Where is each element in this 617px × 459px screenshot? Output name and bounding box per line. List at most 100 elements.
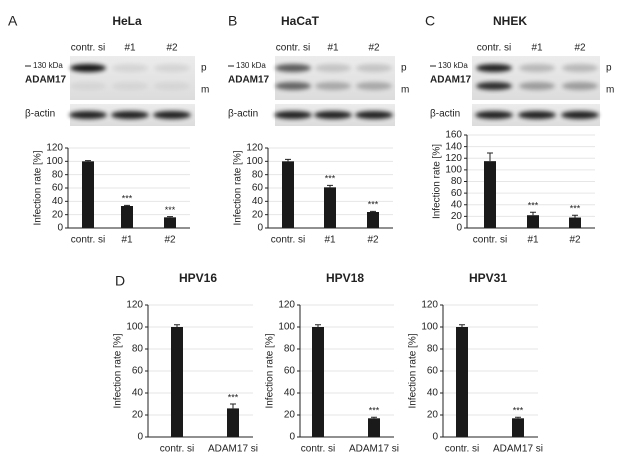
bar: [367, 212, 379, 228]
error-bar: [371, 416, 377, 419]
y-tick-label: 80: [284, 344, 296, 355]
bar: [324, 187, 336, 228]
y-tick-label: 80: [52, 169, 64, 180]
bar: [569, 217, 581, 228]
error-bar: [85, 160, 91, 162]
error-bar: [124, 204, 130, 206]
blot: [70, 56, 195, 100]
bar: [282, 161, 294, 228]
band-m: [315, 82, 351, 90]
y-axis-label: Infection rate [%]: [233, 150, 244, 225]
marker-label: 130 kDa: [236, 61, 266, 70]
bar: [512, 418, 524, 437]
bar: [171, 327, 183, 437]
y-tick-label: 80: [132, 344, 144, 355]
bar: [312, 327, 324, 437]
y-tick-label: 20: [451, 211, 463, 222]
y-tick-label: 60: [284, 366, 296, 377]
y-tick-label: 20: [252, 209, 264, 220]
y-tick-label: 80: [252, 169, 264, 180]
panel-letter: D: [115, 273, 125, 289]
y-tick-label: 100: [126, 322, 143, 333]
error-bar: [530, 211, 536, 216]
band-p: [70, 64, 106, 72]
lane-label: contr. si: [477, 43, 511, 54]
y-tick-label: 100: [445, 165, 462, 176]
blot: [275, 56, 395, 100]
band-label: p: [201, 63, 207, 74]
band-p: [562, 64, 598, 72]
lane-label: #2: [166, 43, 178, 54]
significance: ***: [325, 174, 336, 184]
x-tick-label: ADAM17 si: [493, 444, 543, 455]
x-tick-label: #2: [367, 235, 379, 246]
y-tick-label: 120: [278, 300, 295, 311]
y-axis-label: Infection rate [%]: [33, 150, 44, 225]
x-tick-label: ADAM17 si: [349, 444, 399, 455]
y-axis-label: Infection rate [%]: [113, 333, 124, 408]
y-tick-label: 80: [451, 176, 463, 187]
significance: ***: [369, 406, 380, 416]
band-actin: [561, 111, 599, 119]
panel-letter: A: [8, 13, 18, 29]
lane-label: #1: [124, 43, 136, 54]
band-p: [154, 64, 190, 72]
y-axis-label: Infection rate [%]: [432, 144, 443, 219]
y-tick-label: 0: [432, 432, 438, 443]
x-tick-label: contr. si: [271, 235, 305, 246]
y-tick-label: 0: [257, 223, 263, 234]
panel-letter: B: [228, 13, 237, 29]
error-bar: [487, 152, 493, 162]
band-actin: [111, 111, 149, 119]
significance: ***: [513, 406, 524, 416]
y-tick-label: 40: [451, 199, 463, 210]
band-p: [112, 64, 148, 72]
bar: [164, 217, 176, 228]
y-tick-label: 160: [445, 130, 462, 141]
y-tick-label: 120: [126, 300, 143, 311]
error-bar: [167, 216, 173, 218]
blot: [472, 56, 600, 100]
y-tick-label: 0: [289, 432, 295, 443]
error-bar: [572, 214, 578, 218]
panel-letter: C: [425, 13, 435, 29]
error-bar: [174, 324, 180, 327]
x-tick-label: #1: [324, 235, 336, 246]
significance: ***: [122, 194, 133, 204]
lane-label: #1: [531, 43, 543, 54]
band-p: [476, 64, 512, 72]
x-tick-label: contr. si: [71, 235, 105, 246]
significance: ***: [368, 200, 379, 210]
y-tick-label: 0: [456, 223, 462, 234]
band-actin: [355, 111, 393, 119]
panel-title: NHEK: [493, 14, 527, 28]
y-tick-label: 60: [132, 366, 144, 377]
y-tick-label: 60: [427, 366, 439, 377]
x-tick-label: #1: [121, 235, 133, 246]
error-bar: [285, 158, 291, 162]
band-m: [154, 82, 190, 90]
x-tick-label: ADAM17 si: [208, 444, 258, 455]
protein-label: ADAM17: [228, 75, 270, 86]
y-tick-label: 40: [252, 196, 264, 207]
loading-label: β-actin: [430, 109, 460, 120]
band-label: m: [201, 85, 209, 96]
band-actin: [518, 111, 556, 119]
y-tick-label: 80: [427, 344, 439, 355]
y-tick-label: 40: [132, 388, 144, 399]
y-tick-label: 60: [451, 188, 463, 199]
error-bar: [327, 184, 333, 188]
lane-label: #2: [574, 43, 586, 54]
significance: ***: [570, 204, 581, 214]
band-m: [70, 82, 106, 90]
band-m: [519, 82, 555, 90]
band-m: [112, 82, 148, 90]
protein-label: ADAM17: [430, 75, 472, 86]
error-bar: [459, 324, 465, 327]
band-m: [275, 82, 311, 90]
band-label: p: [606, 63, 612, 74]
x-tick-label: contr. si: [445, 444, 479, 455]
lane-label: #2: [368, 43, 380, 54]
protein-label: ADAM17: [25, 75, 67, 86]
